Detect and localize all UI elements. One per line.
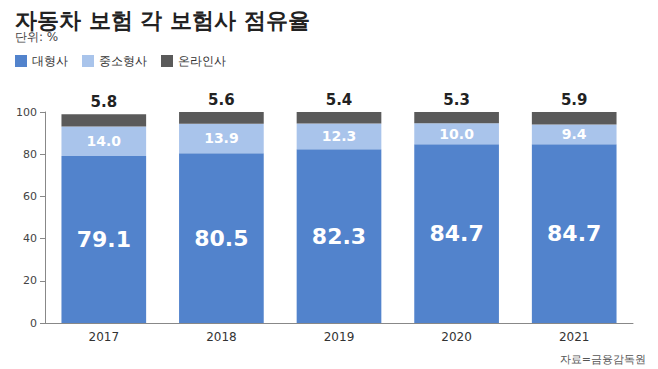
svg-text:84.7: 84.7 bbox=[429, 221, 483, 246]
svg-text:79.1: 79.1 bbox=[77, 227, 131, 252]
svg-text:5.4: 5.4 bbox=[326, 91, 353, 109]
svg-text:2019: 2019 bbox=[324, 330, 355, 344]
svg-text:40: 40 bbox=[23, 232, 37, 245]
svg-text:9.4: 9.4 bbox=[562, 126, 587, 142]
svg-text:대형사: 대형사 bbox=[32, 54, 68, 68]
svg-text:13.9: 13.9 bbox=[204, 130, 239, 146]
svg-text:5.3: 5.3 bbox=[443, 91, 470, 109]
svg-text:80: 80 bbox=[23, 148, 37, 161]
svg-text:5.8: 5.8 bbox=[91, 93, 118, 111]
svg-text:2018: 2018 bbox=[206, 330, 237, 344]
svg-text:82.3: 82.3 bbox=[312, 224, 366, 249]
svg-text:80.5: 80.5 bbox=[194, 226, 248, 251]
svg-text:0: 0 bbox=[30, 317, 37, 330]
svg-text:60: 60 bbox=[23, 190, 37, 203]
svg-text:중소형사: 중소형사 bbox=[99, 54, 147, 68]
svg-text:2017: 2017 bbox=[89, 330, 120, 344]
svg-text:5.9: 5.9 bbox=[561, 91, 588, 109]
svg-text:자동차 보험 각 보험사 점유율: 자동차 보험 각 보험사 점유율 bbox=[15, 8, 310, 33]
svg-text:14.0: 14.0 bbox=[87, 133, 122, 149]
svg-text:5.6: 5.6 bbox=[208, 91, 235, 109]
svg-text:온라인사: 온라인사 bbox=[178, 54, 226, 68]
svg-text:12.3: 12.3 bbox=[322, 128, 357, 144]
svg-text:자료=금융감독원: 자료=금융감독원 bbox=[560, 353, 646, 366]
svg-text:단위: %: 단위: % bbox=[15, 30, 58, 44]
svg-text:2020: 2020 bbox=[441, 330, 472, 344]
svg-text:10.0: 10.0 bbox=[439, 126, 474, 142]
svg-text:2021: 2021 bbox=[559, 330, 590, 344]
svg-text:20: 20 bbox=[23, 274, 37, 287]
svg-text:100: 100 bbox=[16, 106, 37, 119]
svg-text:84.7: 84.7 bbox=[547, 221, 601, 246]
